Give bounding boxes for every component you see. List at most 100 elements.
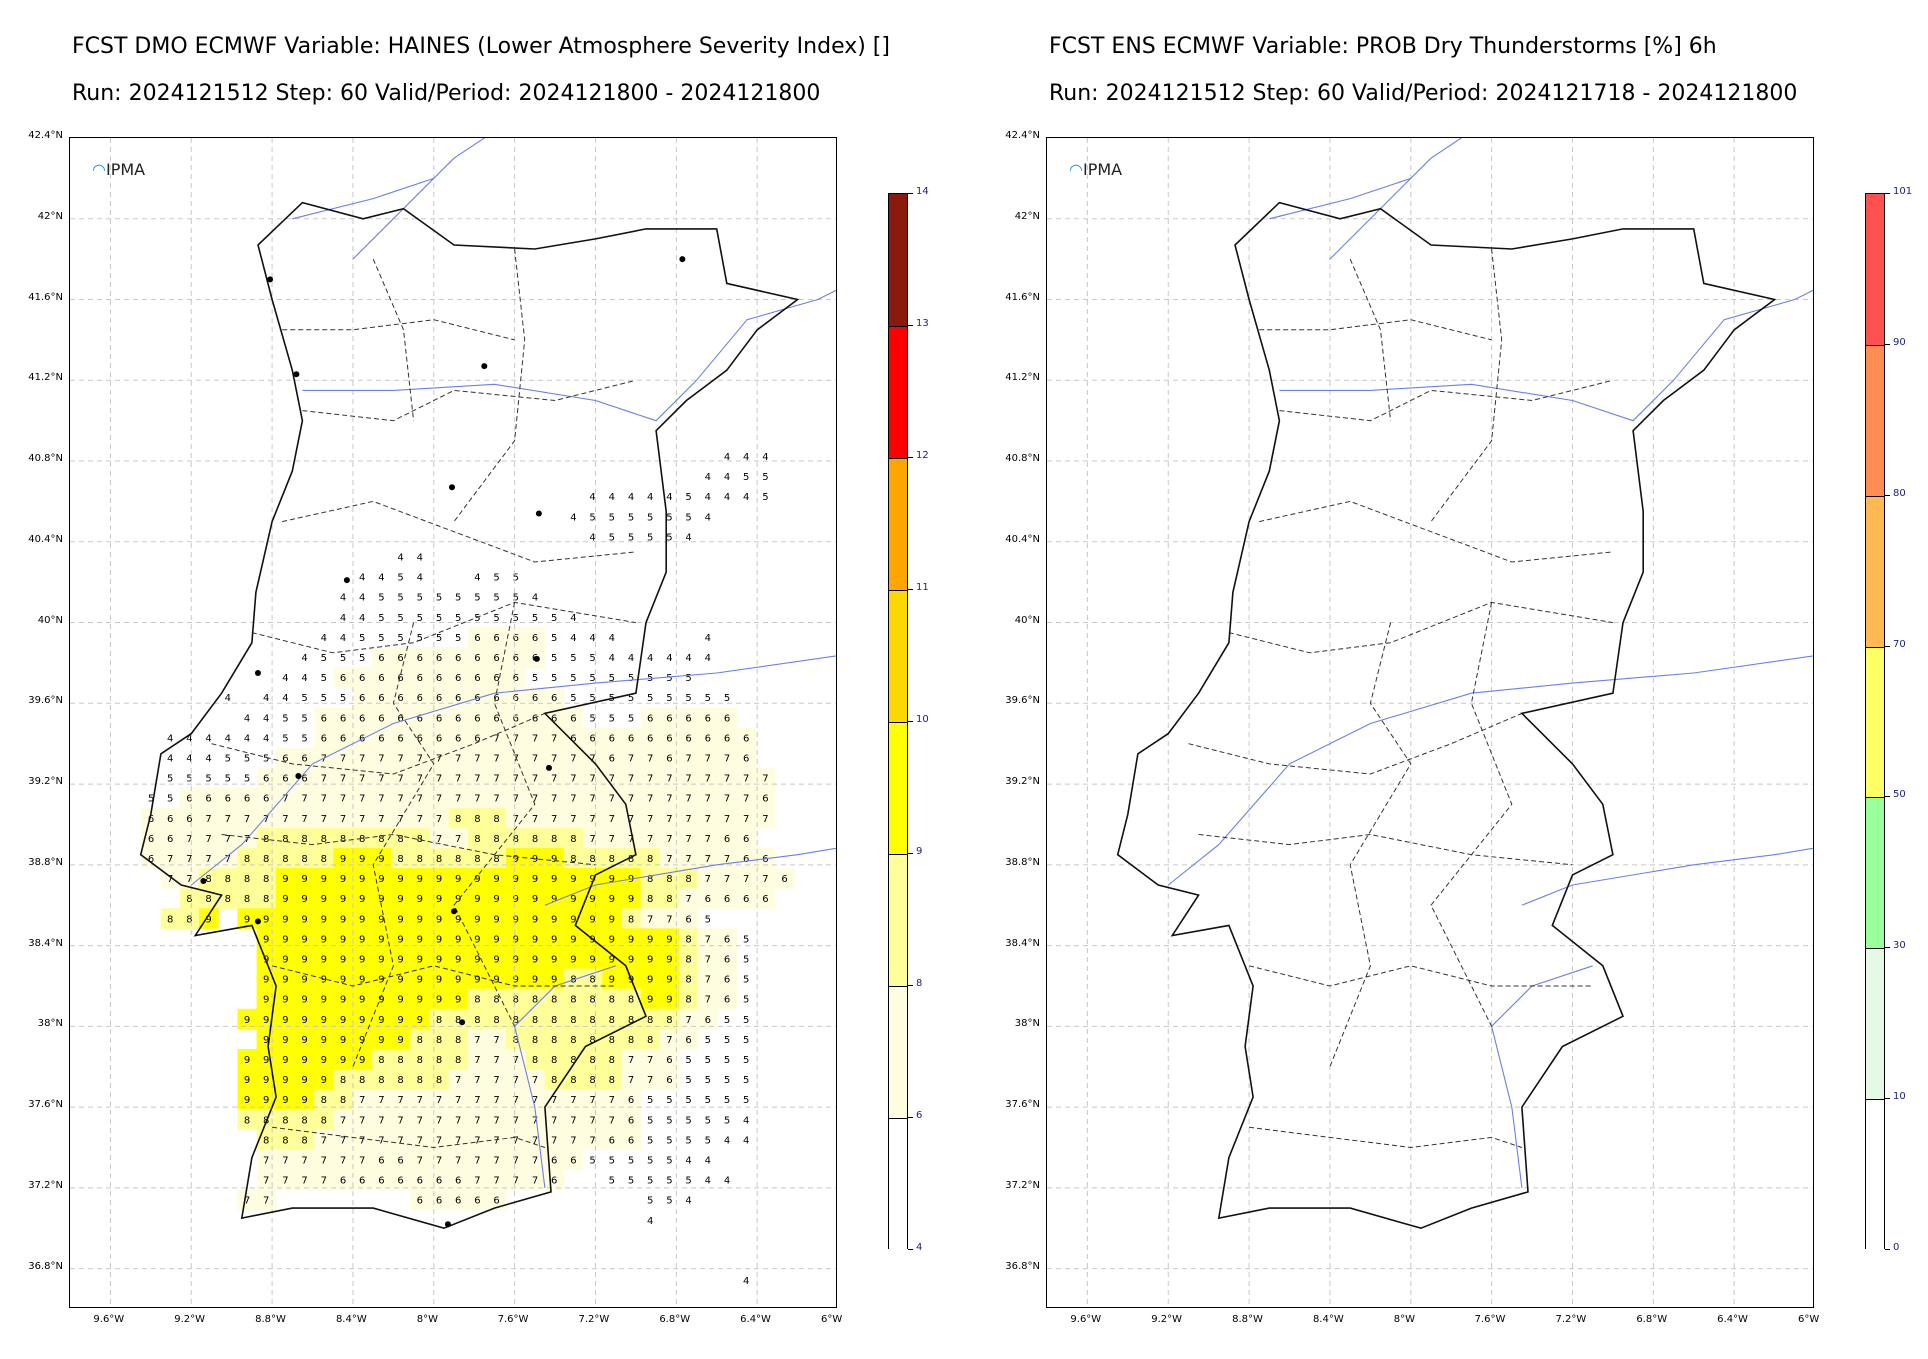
haines-cell <box>467 928 488 949</box>
haines-value: 8 <box>378 834 384 845</box>
haines-value: 7 <box>628 814 634 825</box>
haines-value: 8 <box>436 1035 442 1046</box>
haines-cell <box>314 1028 334 1050</box>
haines-value: 5 <box>685 512 691 523</box>
haines-cell <box>717 948 738 970</box>
haines-cell <box>429 646 450 668</box>
haines-value: 9 <box>359 975 365 986</box>
haines-cell <box>314 988 334 1010</box>
haines-cell <box>410 1089 430 1110</box>
haines-value: 5 <box>743 934 749 945</box>
colorbar-tickmark <box>908 721 913 722</box>
haines-cell <box>391 727 411 748</box>
haines-value: 7 <box>570 754 576 765</box>
haines-value: 5 <box>301 713 307 724</box>
haines-cell <box>544 948 565 970</box>
haines-value: 8 <box>570 834 576 845</box>
haines-value: 7 <box>705 934 711 945</box>
haines-value: 5 <box>225 774 231 785</box>
haines-value: 6 <box>628 1095 634 1106</box>
haines-cell <box>736 767 757 789</box>
haines-value: 7 <box>647 834 653 845</box>
haines-cell <box>659 908 680 929</box>
haines-value: 6 <box>551 1176 557 1187</box>
haines-cell <box>679 707 699 728</box>
haines-value: 4 <box>685 653 691 664</box>
haines-cell <box>218 827 238 849</box>
haines-value: 9 <box>378 955 384 966</box>
haines-value: 6 <box>455 713 461 724</box>
haines-value: 8 <box>474 1015 480 1026</box>
haines-value: 9 <box>321 894 327 905</box>
haines-value: 7 <box>513 1176 519 1187</box>
haines-value: 5 <box>724 693 730 704</box>
haines-cell <box>621 787 642 809</box>
haines-cell <box>371 1028 392 1050</box>
city-dot <box>545 764 552 771</box>
haines-value: 6 <box>724 894 730 905</box>
haines-value: 7 <box>417 774 423 785</box>
haines-cell <box>487 847 507 869</box>
haines-cell <box>525 948 546 970</box>
colorbar-tick-label: 13 <box>916 318 929 329</box>
haines-value: 9 <box>628 894 634 905</box>
haines-value: 7 <box>167 854 173 865</box>
haines-cell <box>141 807 162 829</box>
haines-value: 7 <box>263 814 269 825</box>
haines-value: 7 <box>301 1176 307 1187</box>
haines-cell <box>429 687 450 708</box>
haines-value: 7 <box>743 774 749 785</box>
city-dot <box>254 918 261 925</box>
haines-value: 9 <box>301 874 307 885</box>
haines-cell <box>544 847 565 869</box>
haines-value: 7 <box>628 1055 634 1066</box>
district-border <box>1188 712 1523 775</box>
haines-value: 5 <box>493 593 499 604</box>
haines-value: 9 <box>666 934 672 945</box>
haines-cell <box>295 988 315 1010</box>
haines-value: 5 <box>762 472 768 483</box>
haines-value: 7 <box>321 794 327 805</box>
haines-value: 5 <box>378 633 384 644</box>
haines-cell <box>391 908 411 929</box>
haines-value: 7 <box>417 1115 423 1126</box>
haines-cell <box>679 1028 699 1050</box>
haines-cell <box>179 807 200 829</box>
haines-cell <box>717 767 738 789</box>
haines-cell <box>333 1109 354 1130</box>
haines-cell <box>371 727 392 748</box>
haines-cell <box>544 787 565 809</box>
haines-value: 7 <box>532 1075 538 1086</box>
left-title-line2: Run: 2024121512 Step: 60 Valid/Period: 2… <box>72 81 821 106</box>
haines-cell <box>448 787 469 809</box>
haines-cell <box>410 646 430 668</box>
haines-cell <box>525 827 546 849</box>
haines-value: 5 <box>340 693 346 704</box>
haines-value: 6 <box>724 955 730 966</box>
haines-value: 9 <box>263 1075 269 1086</box>
haines-value: 5 <box>186 774 192 785</box>
haines-value: 7 <box>225 814 231 825</box>
haines-value: 7 <box>225 834 231 845</box>
haines-value: 7 <box>570 1115 576 1126</box>
haines-value: 7 <box>359 1156 365 1167</box>
haines-value: 9 <box>340 874 346 885</box>
haines-value: 9 <box>397 1015 403 1026</box>
haines-cell <box>506 948 526 970</box>
haines-value: 7 <box>685 1015 691 1026</box>
haines-value: 7 <box>455 794 461 805</box>
colorbar-tick-label: 8 <box>916 978 923 989</box>
haines-value: 7 <box>436 1156 442 1167</box>
haines-value: 9 <box>417 934 423 945</box>
haines-cell <box>391 687 411 708</box>
haines-value: 9 <box>340 995 346 1006</box>
lat-label: 37.2°N <box>1005 1179 1040 1191</box>
haines-value: 9 <box>455 995 461 1006</box>
haines-value: 4 <box>301 673 307 684</box>
haines-value: 7 <box>263 1156 269 1167</box>
haines-cell <box>429 1149 450 1171</box>
haines-value: 8 <box>455 814 461 825</box>
haines-value: 9 <box>397 995 403 1006</box>
haines-cell <box>314 948 334 970</box>
haines-value: 7 <box>551 794 557 805</box>
